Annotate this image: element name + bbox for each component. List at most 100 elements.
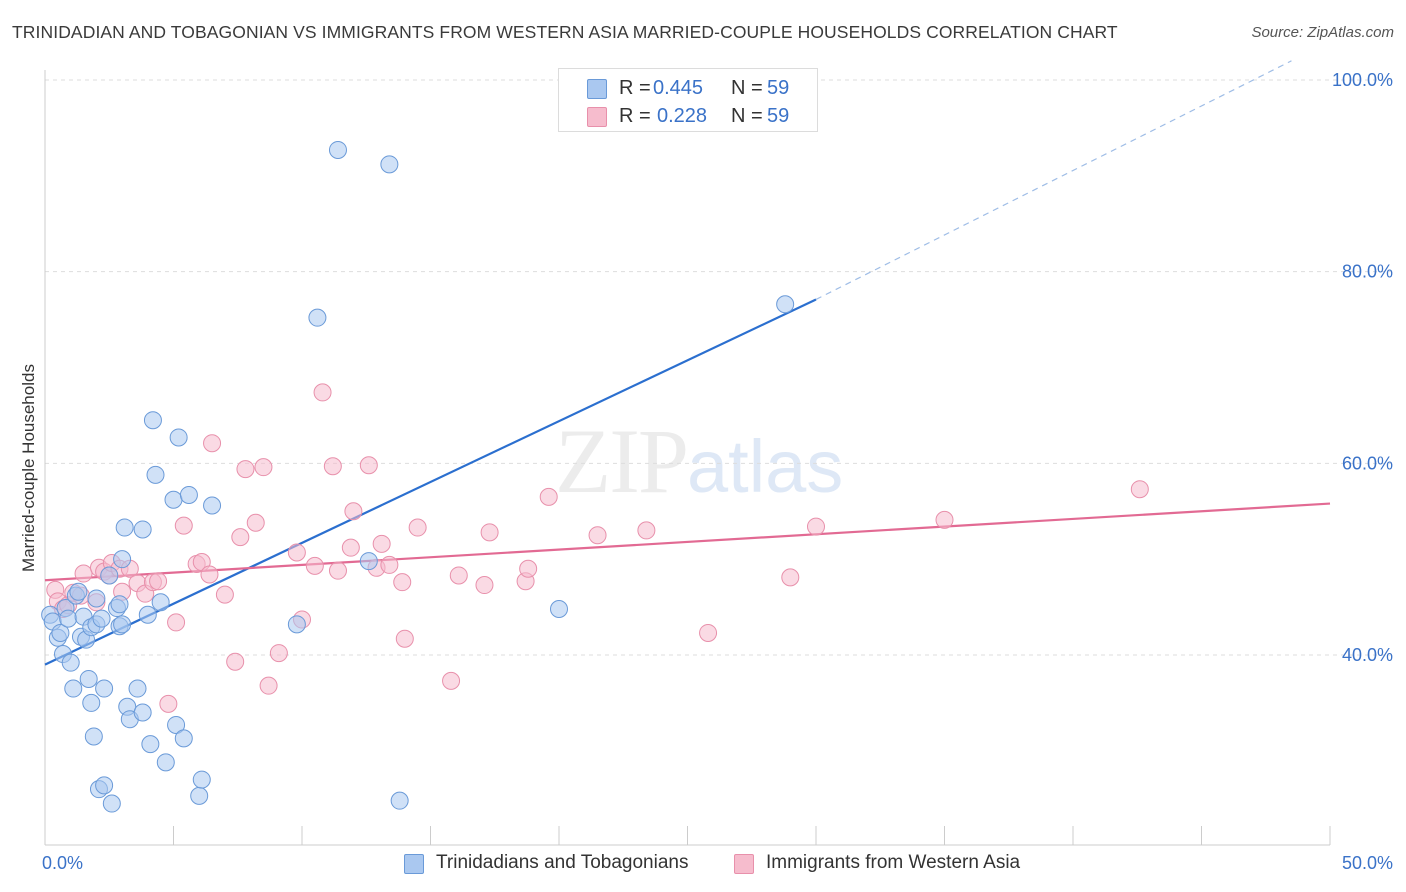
tick-labels: 40.0% 60.0% 80.0% 100.0% 0.0% 50.0% — [42, 70, 1393, 873]
data-point-western-asia — [359, 456, 378, 475]
data-point-trinidadian — [179, 485, 198, 504]
legend-n-label: N = — [731, 105, 763, 127]
data-point-western-asia — [449, 566, 468, 585]
data-point-trinidadian — [308, 308, 327, 327]
data-point-western-asia — [174, 516, 193, 535]
legend-n-label: N = — [731, 77, 763, 99]
data-point-trinidadian — [79, 669, 98, 688]
legend: R = 0.445 N = 59 R = 0.228 N = 59 — [558, 68, 818, 132]
data-point-trinidadian — [51, 623, 70, 642]
data-point-trinidadian — [328, 140, 347, 159]
data-point-western-asia — [167, 613, 186, 632]
data-point-western-asia — [372, 534, 391, 553]
data-point-western-asia — [539, 487, 558, 506]
data-point-trinidadian — [550, 600, 568, 618]
data-point-trinidadian — [61, 653, 80, 672]
watermark: ZIPatlas — [555, 408, 843, 514]
data-point-trinidadian — [146, 465, 165, 484]
data-point-trinidadian — [92, 609, 111, 628]
data-point-western-asia — [395, 629, 414, 648]
data-point-western-asia — [442, 671, 461, 690]
data-point-trinidadian — [287, 615, 306, 634]
y-tick-label: 100.0% — [1332, 70, 1393, 90]
data-point-trinidadian — [776, 295, 795, 314]
bottom-legend-swatch-pink — [734, 854, 754, 874]
legend-r-label: R = — [619, 77, 651, 99]
axes — [44, 70, 1331, 846]
data-point-trinidadian — [113, 615, 132, 634]
data-point-western-asia — [159, 694, 178, 713]
data-point-western-asia — [149, 572, 168, 591]
y-tick-label: 80.0% — [1342, 262, 1393, 282]
data-point-western-asia — [935, 510, 954, 529]
data-point-trinidadian — [110, 595, 129, 614]
data-point-western-asia — [475, 576, 494, 595]
data-point-western-asia — [393, 573, 412, 592]
data-point-western-asia — [380, 555, 399, 574]
legend-n-value: 59 — [767, 105, 790, 127]
data-point-trinidadian — [69, 582, 88, 601]
data-point-trinidadian — [95, 679, 114, 698]
data-point-trinidadian — [141, 735, 160, 754]
data-point-trinidadian — [169, 428, 188, 447]
data-point-western-asia — [323, 457, 342, 476]
data-point-western-asia — [200, 565, 219, 584]
data-point-western-asia — [287, 543, 306, 562]
data-point-trinidadian — [102, 794, 121, 813]
legend-swatch-pink — [587, 107, 607, 127]
legend-swatch-blue — [587, 79, 607, 99]
data-point-trinidadian — [115, 518, 134, 537]
data-point-western-asia — [588, 526, 607, 545]
data-point-western-asia — [254, 458, 273, 477]
bottom-legend-swatch-blue — [404, 854, 424, 874]
data-point-western-asia — [236, 460, 255, 479]
data-point-western-asia — [259, 676, 278, 695]
trend-lines — [44, 60, 1331, 666]
data-point-western-asia — [341, 538, 360, 557]
data-point-western-asia — [231, 528, 250, 547]
trend-line-trinidadian — [44, 298, 817, 666]
legend-row-western-asia: R = 0.228 N = 59 — [559, 101, 817, 131]
data-point-western-asia — [313, 383, 332, 402]
data-point-western-asia — [637, 521, 656, 540]
data-point-western-asia — [328, 561, 347, 580]
data-point-trinidadian — [59, 609, 78, 628]
bottom-legend-label: Immigrants from Western Asia — [766, 852, 1021, 873]
data-point-trinidadian — [128, 679, 147, 698]
data-point-trinidadian — [380, 155, 399, 174]
data-point-western-asia — [699, 623, 718, 642]
data-point-trinidadian — [113, 550, 132, 569]
legend-r-label: R = — [619, 105, 651, 127]
x-tick-label: 0.0% — [42, 853, 83, 873]
data-point-western-asia — [344, 502, 363, 521]
data-point-trinidadian — [190, 786, 209, 805]
x-tick-label: 50.0% — [1342, 853, 1393, 873]
legend-r-value: 0.228 — [657, 105, 708, 127]
chart-title: TRINIDADIAN AND TOBAGONIAN VS IMMIGRANTS… — [12, 22, 1118, 42]
data-point-trinidadian — [151, 593, 170, 612]
data-point-trinidadian — [87, 589, 106, 608]
data-point-trinidadian — [133, 520, 152, 539]
data-point-western-asia — [305, 556, 324, 575]
data-point-western-asia — [480, 523, 499, 542]
data-point-western-asia — [226, 652, 245, 671]
data-point-western-asia — [246, 513, 265, 532]
data-point-trinidadian — [192, 770, 211, 789]
data-point-trinidadian — [156, 753, 175, 772]
data-point-trinidadian — [138, 605, 157, 624]
legend-row-trinidadian: R = 0.445 N = 59 — [559, 73, 817, 103]
data-point-trinidadian — [95, 776, 114, 795]
data-point-trinidadian — [203, 496, 222, 515]
bottom-legend-label: Trinidadians and Tobagonians — [436, 852, 689, 873]
data-point-western-asia — [408, 518, 427, 537]
data-point-western-asia — [203, 434, 222, 453]
data-point-trinidadian — [390, 791, 409, 810]
data-point-western-asia — [519, 559, 538, 578]
data-point-trinidadian — [64, 679, 83, 698]
legend-r-value: 0.445 — [653, 77, 704, 99]
data-point-western-asia — [269, 644, 288, 663]
chart-source: Source: ZipAtlas.com — [1251, 24, 1394, 41]
data-point-western-asia — [215, 585, 234, 604]
data-point-western-asia — [781, 568, 800, 587]
